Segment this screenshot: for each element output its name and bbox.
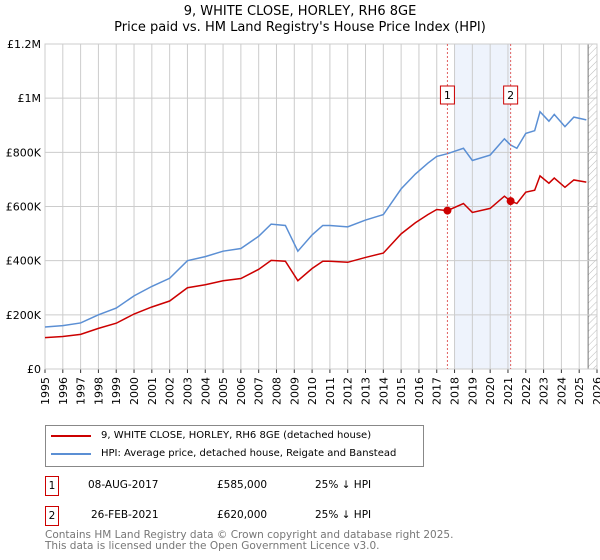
x-tick-label: 2024 [555, 377, 568, 405]
y-tick-label: £800K [6, 146, 42, 159]
sale-label: 2 [507, 89, 514, 102]
transaction-date: 26-FEB-2021 [91, 509, 159, 521]
x-tick-label: 2001 [146, 377, 159, 405]
plot-frame [44, 43, 598, 370]
x-tick-label: 2009 [288, 377, 301, 405]
series-line [44, 110, 587, 328]
y-tick-label: £1M [18, 92, 42, 105]
transaction-price: £585,000 [217, 479, 268, 491]
y-tick-label: £600K [6, 201, 42, 214]
transaction-date: 08-AUG-2017 [88, 479, 159, 491]
x-tick-label: 2004 [199, 377, 212, 405]
x-tick-label: 2026 [591, 377, 600, 405]
transaction-marker: 2 [45, 506, 59, 526]
y-tick-label: £200K [6, 309, 42, 322]
legend-item-property: 9, WHITE CLOSE, HORLEY, RH6 8GE (detache… [51, 430, 371, 441]
x-tick-label: 2023 [538, 377, 551, 405]
legend-swatch-blue [51, 452, 91, 455]
x-tick-label: 1996 [57, 377, 70, 405]
chart-title: 9, WHITE CLOSE, HORLEY, RH6 8GE [183, 4, 417, 19]
x-tick-label: 2015 [395, 377, 408, 405]
x-tick-label: 2011 [324, 377, 337, 405]
y-tick-label: £1.2M [7, 38, 41, 51]
x-tick-label: 2018 [449, 377, 462, 405]
sale-point [443, 206, 452, 215]
x-tick-label: 2007 [253, 377, 266, 405]
sale-point [506, 197, 515, 206]
footer: Contains HM Land Registry data © Crown c… [45, 530, 453, 552]
legend: 9, WHITE CLOSE, HORLEY, RH6 8GE (detache… [45, 425, 424, 467]
x-tick-label: 2021 [502, 377, 515, 405]
x-tick-label: 2017 [431, 377, 444, 405]
x-tick-label: 2012 [342, 377, 355, 405]
transaction-price: £620,000 [217, 509, 268, 521]
x-tick-label: 2014 [377, 377, 390, 405]
price-chart: 1995 1996 1997 1998 1999 2000 2001 2002 2003 2004… [6, 38, 600, 405]
y-tick-label: £0 [27, 363, 41, 376]
x-tick-label: 2003 [181, 377, 194, 405]
legend-label: HPI: Average price, detached house, Reig… [101, 448, 397, 459]
y-tick-label: £400K [6, 255, 42, 268]
x-tick-label: 2008 [270, 377, 283, 405]
x-tick-label: 1997 [75, 377, 88, 405]
transaction-hpi: 25% ↓ HPI [315, 479, 372, 491]
sale-label: 1 [444, 89, 451, 102]
x-tick-label: 2022 [520, 377, 533, 405]
x-tick-label: 2000 [128, 377, 141, 405]
x-tick-label: 2025 [573, 377, 586, 405]
legend-swatch-red [51, 434, 91, 437]
x-tick-label: 2002 [164, 377, 177, 405]
series-line [44, 174, 587, 339]
legend-label: 9, WHITE CLOSE, HORLEY, RH6 8GE (detache… [101, 430, 372, 441]
x-tick-label: 1998 [92, 377, 105, 405]
x-tick-label: 2019 [466, 377, 479, 405]
transaction-row: 1 08-AUG-2017 £585,000 25% ↓ HPI [45, 476, 465, 496]
sale-label-box [439, 85, 455, 105]
x-tick-label: 2010 [306, 377, 319, 405]
chart-subtitle: Price paid vs. HM Land Registry's House … [114, 20, 486, 35]
transaction-hpi: 25% ↓ HPI [315, 509, 372, 521]
footer-licence: This data is licensed under the Open Gov… [45, 540, 380, 552]
sale-label-box [503, 85, 519, 105]
x-tick-label: 2005 [217, 377, 230, 405]
x-tick-label: 2006 [235, 377, 248, 405]
x-tick-label: 2020 [484, 377, 497, 405]
transaction-row: 2 26-FEB-2021 £620,000 25% ↓ HPI [45, 506, 465, 526]
x-tick-label: 1995 [39, 377, 52, 405]
footer-copyright: Contains HM Land Registry data © Crown c… [45, 529, 454, 541]
x-tick-label: 2013 [360, 377, 373, 405]
transaction-marker: 1 [45, 476, 59, 496]
x-tick-label: 1999 [110, 377, 123, 405]
x-tick-label: 2016 [413, 377, 426, 405]
legend-item-hpi: HPI: Average price, detached house, Reig… [51, 448, 396, 459]
